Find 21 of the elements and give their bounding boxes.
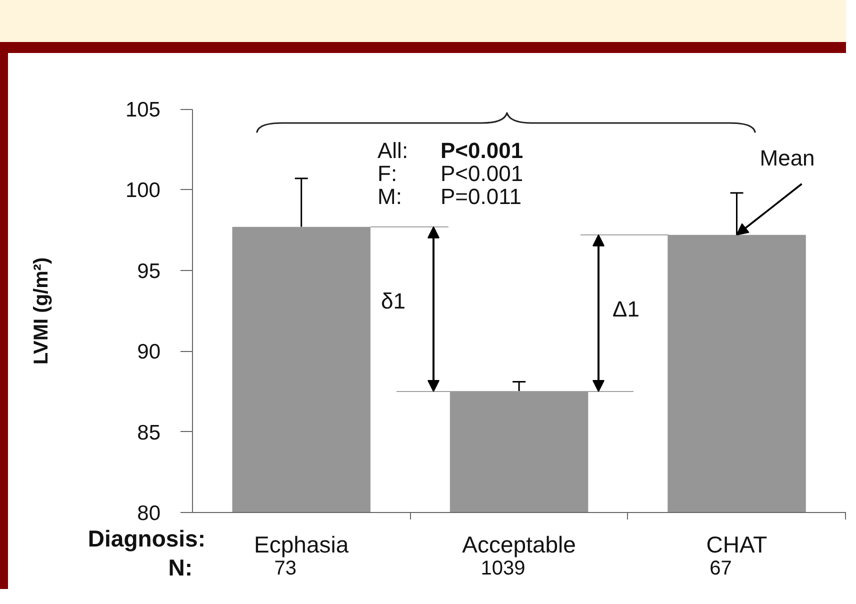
y-tick-label: 90 — [137, 340, 160, 364]
text: 67 — [710, 558, 732, 580]
annotation: δ1 — [381, 288, 406, 314]
text: 73 — [274, 558, 296, 580]
annotation: Mean — [760, 145, 815, 170]
y-axis-title: LVMI (g/m²) — [30, 257, 52, 365]
x-tick-label: Ecphasia — [254, 532, 349, 558]
y-tick-label: 100 — [125, 179, 161, 202]
annotation: Δ1 — [612, 296, 640, 322]
text: N: — [168, 554, 193, 580]
x-tick-label: CHAT — [706, 532, 768, 558]
text: All: P<0.001 — [378, 138, 524, 163]
y-tick-label: 85 — [137, 421, 160, 444]
x-tick-label: Acceptable — [462, 532, 576, 558]
text: M: P=0.011 — [378, 184, 522, 209]
y-tick-label: 80 — [137, 502, 160, 525]
x-axis-title: Diagnosis: — [88, 526, 206, 552]
text: F: P<0.001 — [378, 161, 524, 186]
y-tick-label: 105 — [125, 98, 161, 122]
y-tick-label: 95 — [137, 260, 160, 283]
text: 1039 — [480, 558, 526, 580]
